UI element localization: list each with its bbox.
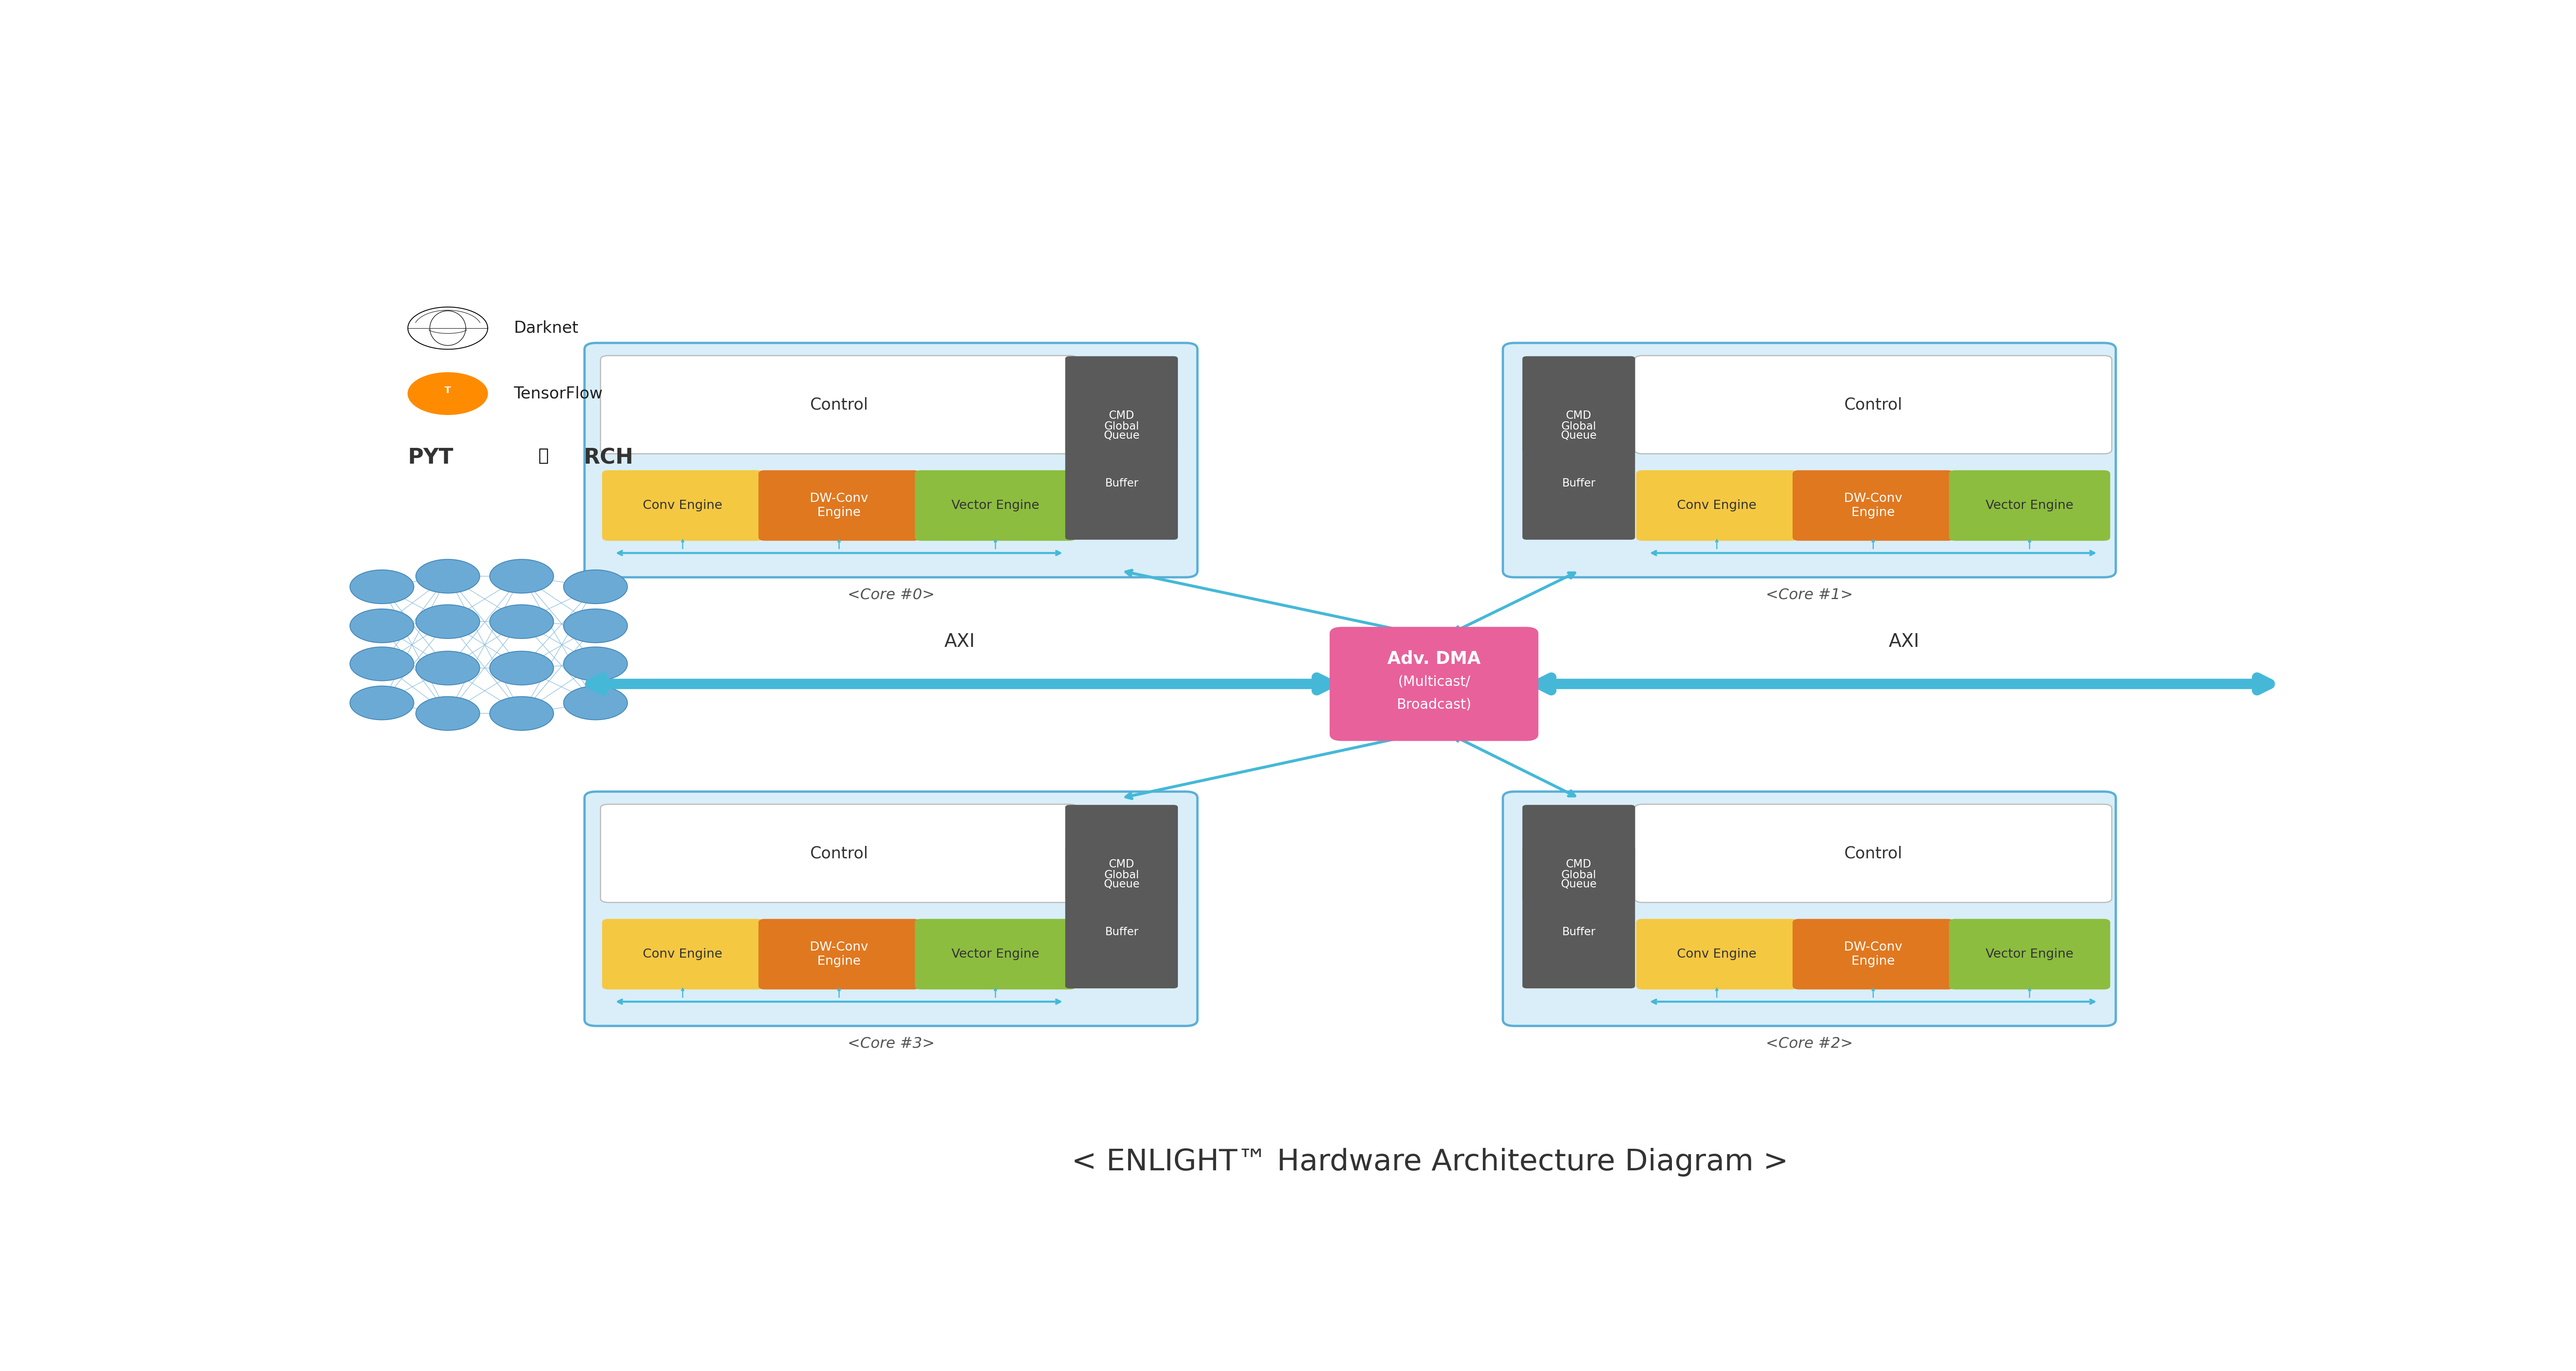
FancyBboxPatch shape [914,470,1077,540]
Text: (Multicast/: (Multicast/ [1399,675,1471,688]
FancyBboxPatch shape [1522,847,1636,901]
FancyBboxPatch shape [585,791,1198,1026]
Text: CMD: CMD [1108,410,1133,421]
Text: DW-Conv
Engine: DW-Conv Engine [1844,492,1904,518]
Circle shape [415,605,479,639]
Text: AXI: AXI [1888,633,1919,651]
FancyBboxPatch shape [603,470,762,540]
Text: AXI: AXI [945,633,976,651]
Text: CMD: CMD [1108,860,1133,871]
FancyBboxPatch shape [1066,847,1177,901]
FancyBboxPatch shape [1522,805,1636,988]
Text: <Core #3>: <Core #3> [848,1036,935,1050]
FancyBboxPatch shape [1522,356,1636,539]
Text: Buffer: Buffer [1105,478,1139,489]
Circle shape [564,647,629,681]
Text: Global: Global [1561,869,1597,880]
Text: Queue: Queue [1103,430,1139,441]
Text: Broadcast): Broadcast) [1396,698,1471,712]
Text: RCH: RCH [585,447,634,469]
Text: Buffer: Buffer [1561,478,1595,489]
FancyBboxPatch shape [1793,920,1953,988]
Circle shape [415,696,479,731]
Text: CMD: CMD [1566,410,1592,421]
Circle shape [489,696,554,731]
Text: Control: Control [809,396,868,413]
Text: Control: Control [1844,396,1901,413]
Text: Conv Engine: Conv Engine [1677,499,1757,511]
FancyBboxPatch shape [1950,920,2110,988]
FancyBboxPatch shape [1950,470,2110,540]
Text: DW-Conv
Engine: DW-Conv Engine [1844,941,1904,967]
FancyBboxPatch shape [1066,805,1177,988]
FancyBboxPatch shape [760,470,920,540]
Text: Global: Global [1105,421,1139,432]
FancyBboxPatch shape [1066,398,1177,451]
FancyBboxPatch shape [1793,470,1953,540]
FancyBboxPatch shape [914,920,1077,988]
Text: Queue: Queue [1561,430,1597,441]
Text: T: T [446,387,451,395]
FancyBboxPatch shape [603,920,762,988]
Circle shape [350,570,415,603]
Text: Control: Control [809,846,868,861]
Text: <Core #2>: <Core #2> [1765,1036,1852,1050]
FancyBboxPatch shape [600,355,1077,454]
Text: Conv Engine: Conv Engine [644,499,721,511]
Text: CMD: CMD [1566,860,1592,871]
Text: Vector Engine: Vector Engine [1986,949,2074,960]
Circle shape [489,559,554,594]
Circle shape [489,605,554,639]
Circle shape [415,651,479,686]
Text: Adv. DMA: Adv. DMA [1388,650,1481,668]
Text: Queue: Queue [1561,879,1597,890]
Text: Conv Engine: Conv Engine [1677,949,1757,960]
Circle shape [564,686,629,720]
FancyBboxPatch shape [600,805,1077,902]
FancyBboxPatch shape [1636,355,2112,454]
Text: Vector Engine: Vector Engine [951,499,1038,511]
FancyBboxPatch shape [1636,805,2112,902]
FancyBboxPatch shape [1329,628,1538,740]
Text: Global: Global [1105,869,1139,880]
Text: Buffer: Buffer [1105,927,1139,938]
Circle shape [407,373,487,414]
Text: TensorFlow: TensorFlow [513,385,603,402]
Text: DW-Conv
Engine: DW-Conv Engine [809,492,868,518]
Circle shape [489,651,554,686]
Text: Control: Control [1844,846,1901,861]
Text: Buffer: Buffer [1561,927,1595,938]
Text: < ENLIGHT™ Hardware Architecture Diagram >: < ENLIGHT™ Hardware Architecture Diagram… [1072,1148,1788,1176]
FancyBboxPatch shape [1636,470,1798,540]
Text: Vector Engine: Vector Engine [951,949,1038,960]
FancyBboxPatch shape [585,343,1198,577]
Text: Conv Engine: Conv Engine [644,949,721,960]
Text: DW-Conv
Engine: DW-Conv Engine [809,941,868,967]
Text: <Core #0>: <Core #0> [848,588,935,602]
Circle shape [350,609,415,643]
Text: 🔥: 🔥 [538,447,549,465]
Circle shape [350,647,415,681]
Text: Global: Global [1561,421,1597,432]
Text: Vector Engine: Vector Engine [1986,499,2074,511]
FancyBboxPatch shape [1636,920,1798,988]
Text: Darknet: Darknet [513,321,580,336]
Text: PYT: PYT [407,447,453,469]
Text: Queue: Queue [1103,879,1139,890]
Circle shape [415,559,479,594]
FancyBboxPatch shape [1066,356,1177,539]
FancyBboxPatch shape [1502,791,2115,1026]
Circle shape [564,570,629,603]
FancyBboxPatch shape [1502,343,2115,577]
Text: <Core #1>: <Core #1> [1765,588,1852,602]
FancyBboxPatch shape [1522,398,1636,451]
FancyBboxPatch shape [760,920,920,988]
Circle shape [564,609,629,643]
Circle shape [350,686,415,720]
